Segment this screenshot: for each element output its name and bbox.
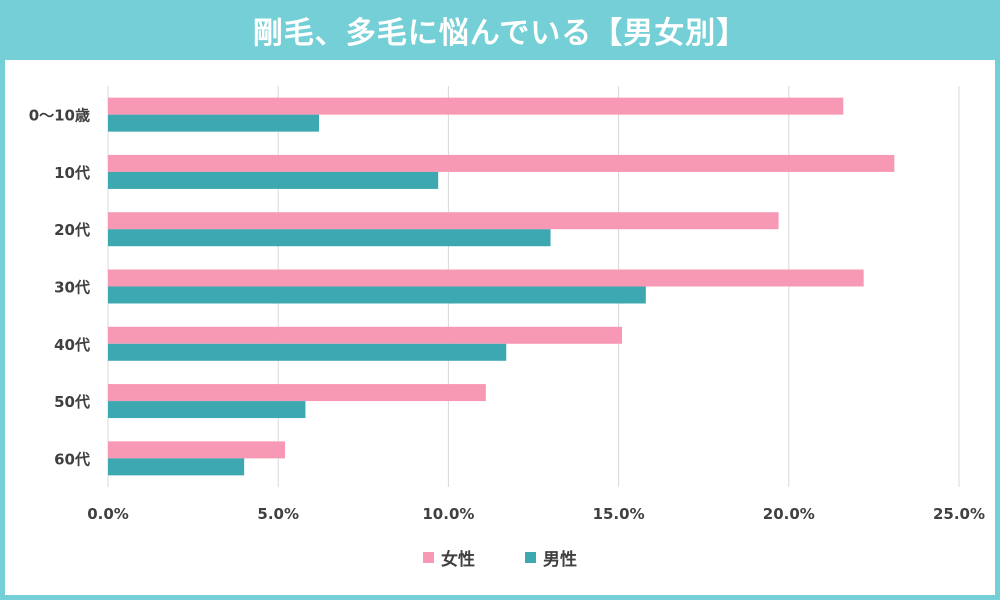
bar-male: [108, 171, 439, 189]
y-category-label: 60代: [54, 450, 90, 468]
bar-female: [108, 212, 779, 230]
x-tick-label: 25.0%: [933, 505, 985, 523]
bar-female: [108, 326, 623, 344]
legend-label-female: 女性: [441, 550, 475, 570]
legend-item-male: 男性: [525, 545, 577, 570]
x-tick-label: 20.0%: [763, 505, 815, 523]
legend-swatch-female: [423, 552, 434, 563]
y-category-label: 20代: [54, 221, 90, 239]
bar-female: [108, 384, 486, 402]
y-category-label: 30代: [54, 279, 90, 297]
legend-label-male: 男性: [543, 550, 577, 570]
bar-female: [108, 154, 895, 172]
legend-swatch-male: [525, 552, 536, 563]
legend-item-female: 女性: [423, 545, 475, 570]
bar-male: [108, 286, 646, 304]
chart-title: 剛毛、多毛に悩んでいる【男女別】: [252, 16, 748, 51]
bar-female: [108, 97, 844, 115]
y-category-label: 40代: [54, 336, 90, 354]
y-category-label: 0〜10歳: [29, 107, 90, 125]
bar-male: [108, 229, 551, 247]
bar-female: [108, 269, 864, 287]
bar-male: [108, 458, 245, 476]
bar-female: [108, 441, 286, 459]
y-category-label: 10代: [54, 164, 90, 182]
x-tick-label: 15.0%: [593, 505, 645, 523]
y-category-label: 50代: [54, 393, 90, 411]
x-tick-label: 10.0%: [422, 505, 474, 523]
x-tick-label: 5.0%: [257, 505, 299, 523]
bar-male: [108, 401, 306, 419]
legend: 女性 男性: [0, 545, 1000, 570]
bar-male: [108, 114, 320, 132]
x-tick-label: 0.0%: [87, 505, 129, 523]
bar-male: [108, 343, 507, 361]
